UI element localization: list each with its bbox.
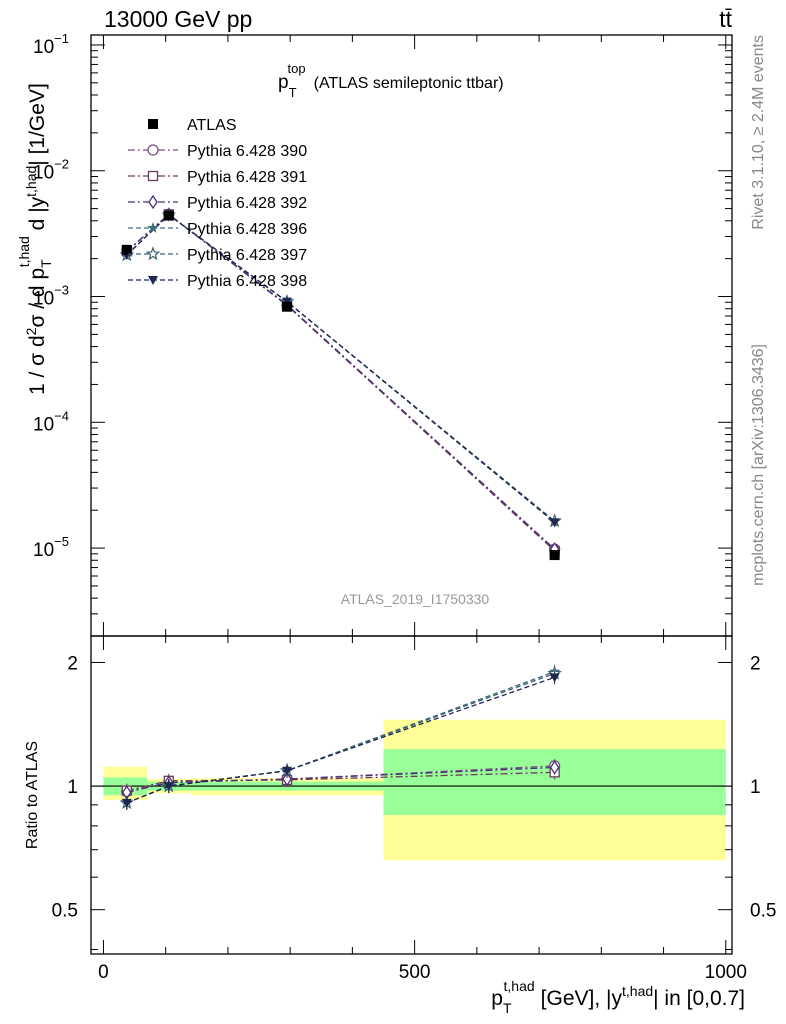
x-tick-label: 1000: [705, 962, 747, 983]
main-y-tick-labels: 10−5 10−4 10−3 10−2 10−1: [33, 31, 69, 561]
x-tick-label: 0: [98, 962, 109, 983]
legend-entry: Pythia 6.428 397: [187, 247, 307, 264]
data-point: [121, 798, 132, 808]
data-point: [549, 518, 560, 528]
ratio-y-tick-label: 2: [67, 653, 78, 674]
y-tick-label: 10−4: [33, 408, 69, 435]
ratio-line: [126, 676, 555, 804]
ratio-y-tick-label: 1: [67, 777, 78, 798]
data-point: [549, 673, 560, 683]
data-point: [148, 276, 158, 285]
legend-entry: Pythia 6.428 398: [187, 273, 307, 290]
x-tick-label: 500: [399, 962, 431, 983]
y-tick-label: 10−1: [33, 31, 69, 58]
watermark: ATLAS_2019_I1750330: [341, 591, 490, 607]
legend-entry: Pythia 6.428 390: [187, 143, 307, 160]
y-tick-label: 10−5: [33, 534, 69, 561]
data-point: [148, 119, 158, 129]
ratio-y-tick-label-right: 2: [750, 653, 761, 674]
data-point: [282, 301, 293, 312]
data-point: [163, 210, 174, 221]
ratio-y-tick-label: 0.5: [52, 901, 78, 922]
main-y-axis-label: 1 / σ d2σ / d pTt,had d |yt,had| [1/GeV]: [16, 83, 54, 395]
legend-entry: ATLAS: [187, 117, 237, 134]
ratio-frame: [90, 635, 733, 955]
source-label: mcplots.cern.ch [arXiv:1306.3436]: [750, 344, 767, 586]
ratio-line: [126, 771, 555, 792]
legend-entry: Pythia 6.428 392: [187, 195, 307, 212]
data-point: [148, 194, 158, 210]
ratio-panel: 0.5 0.5 1 1 2 2 0 500 1000 Ratio to ATLAS pTt,h…: [24, 635, 776, 1016]
ratio-line: [126, 766, 555, 794]
data-point: [549, 760, 560, 775]
series-line: [126, 213, 556, 550]
data-point: [145, 246, 161, 261]
legend-entry: Pythia 6.428 391: [187, 169, 307, 186]
ratio-y-axis-label: Ratio to ATLAS: [24, 741, 41, 849]
x-tick-labels: 0 500 1000: [98, 962, 747, 983]
y-tick-label: 10−3: [33, 283, 69, 310]
legend-entry: Pythia 6.428 396: [187, 221, 307, 238]
main-title: pTtop(ATLAS semileptonic ttbar): [278, 61, 504, 100]
rivet-label: Rivet 3.1.10, ≥ 2.4M events: [750, 35, 767, 230]
ratio-bands: [103, 719, 726, 861]
ratio-series: [119, 664, 562, 810]
ratio-y-tick-label-right: 1: [750, 777, 761, 798]
data-point: [147, 170, 159, 182]
ratio-y-tick-label-right: 0.5: [750, 901, 776, 922]
y-tick-label: 10−2: [33, 157, 69, 184]
data-point: [147, 144, 159, 156]
data-point: [121, 244, 132, 255]
process-label: tt̄: [719, 6, 732, 32]
main-y-ticks: [91, 35, 732, 637]
x-axis-label: pTt,had[GeV], |yt,had| in [0,0.7]: [491, 978, 745, 1016]
data-point: [147, 222, 159, 233]
data-point: [163, 782, 174, 792]
data-point: [282, 771, 292, 787]
series-line: [126, 214, 556, 523]
ratio-ticks: 0.5 0.5 1 1 2 2: [52, 636, 776, 954]
energy-label: 13000 GeV pp: [104, 6, 252, 32]
data-point: [282, 766, 293, 776]
legend: ATLAS Pythia 6.428 390 Pythia 6.428 391 Pyt…: [128, 117, 307, 290]
main-series: [119, 207, 562, 561]
series-line: [126, 213, 556, 550]
data-point: [549, 550, 560, 561]
main-panel: 10−5 10−4 10−3 10−2 10−1 pTtop(ATLAS semilep…: [16, 31, 733, 637]
series-line: [126, 213, 556, 552]
